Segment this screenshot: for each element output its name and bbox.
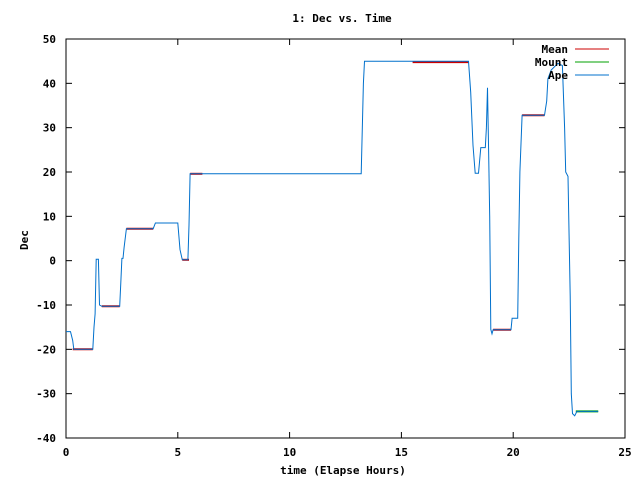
y-tick-label: 20 [43,166,56,179]
legend-label-mean: Mean [542,43,569,56]
legend-label-ape: Ape [548,69,568,82]
series-lines [66,60,599,417]
x-axis-label: time (Elapse Hours) [280,464,406,477]
x-tick-label: 15 [395,446,408,459]
y-tick-label: 0 [49,255,56,268]
axis-ticks: 0 5 10 15 20 25 -40 -30 -20 -10 0 10 20 30 40 50 [36,33,632,459]
x-tick-label: 5 [174,446,181,459]
y-tick-label: -20 [36,343,56,356]
chart-title: 1: Dec vs. Time [292,12,392,25]
y-tick-label: -40 [36,432,56,445]
y-tick-label: 30 [43,122,56,135]
series-ape-line [66,60,599,417]
x-tick-label: 10 [283,446,296,459]
x-tick-label: 0 [63,446,70,459]
plot-frame [65,38,626,439]
y-axis-label: Dec [18,230,31,250]
y-tick-label: -10 [36,299,56,312]
y-tick-label: 10 [43,210,56,223]
y-tick-label: -30 [36,388,56,401]
legend-label-mount: Mount [535,56,568,69]
x-tick-label: 20 [507,446,520,459]
x-tick-label: 25 [618,446,631,459]
y-tick-label: 40 [43,77,56,90]
y-tick-label: 50 [43,33,56,46]
